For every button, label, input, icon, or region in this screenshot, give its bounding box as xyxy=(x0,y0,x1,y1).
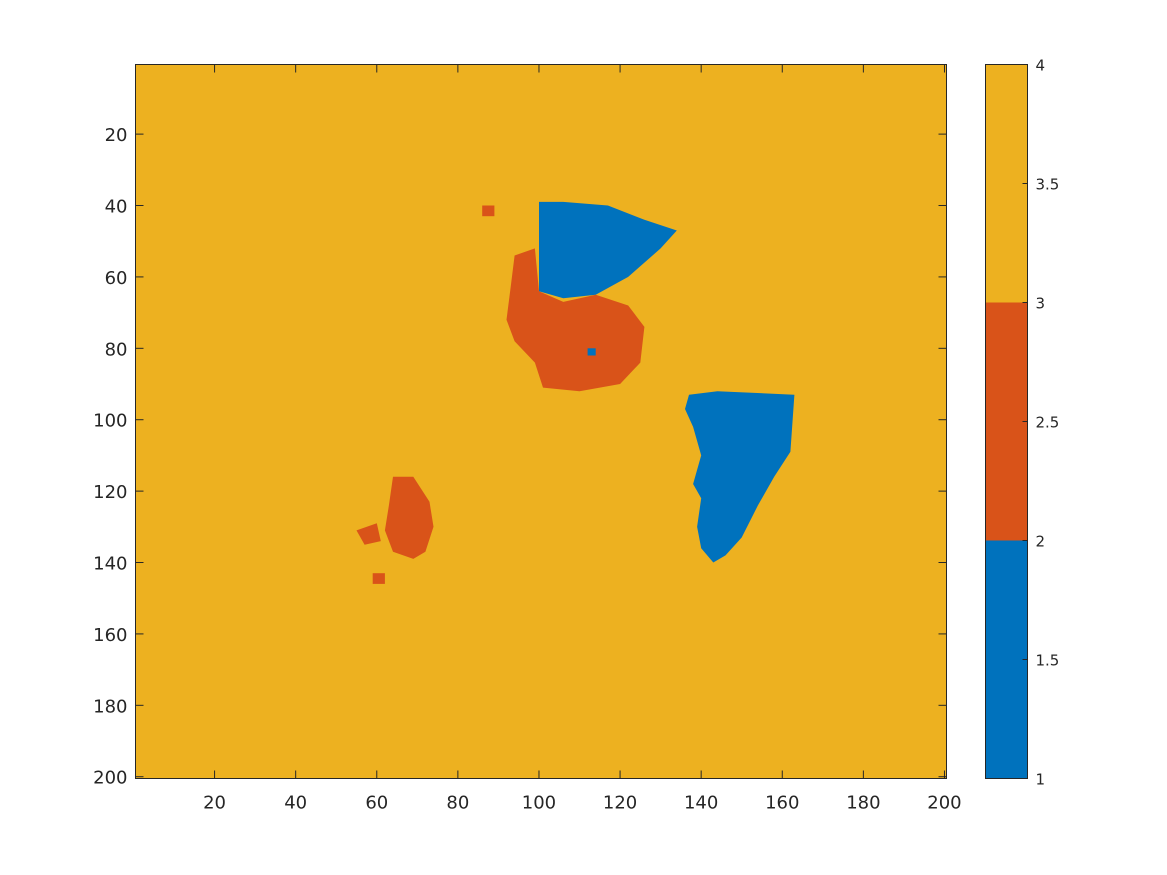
heatmap-region-3 xyxy=(482,205,495,217)
y-tick-label: 80 xyxy=(105,339,128,360)
y-tick-label: 200 xyxy=(93,768,127,789)
x-tick-label: 160 xyxy=(765,793,799,814)
x-tick-label: 200 xyxy=(927,793,961,814)
y-tick-label: 40 xyxy=(105,197,128,218)
x-tick-label: 100 xyxy=(522,793,556,814)
x-tick-label: 180 xyxy=(846,793,880,814)
x-tick-label: 140 xyxy=(684,793,718,814)
y-tick-label: 120 xyxy=(93,482,127,503)
colorbar-ticks: 1 1.5 2 2.5 3 3.5 4 xyxy=(1022,57,1060,789)
heatmap-background xyxy=(135,64,947,779)
heatmap-regions xyxy=(356,201,795,584)
heatmap-region-8 xyxy=(372,573,385,584)
colorbar-tick-label: 1 xyxy=(1036,771,1046,789)
x-tick-label: 40 xyxy=(284,793,307,814)
colorbar-band-1 xyxy=(985,540,1028,779)
colorbar-tick-label: 4 xyxy=(1036,57,1046,75)
x-axis: 20 40 60 80 100 120 140 160 180 200 xyxy=(203,64,962,814)
heatmap-region-6 xyxy=(384,476,434,559)
x-tick-label: 80 xyxy=(446,793,469,814)
colorbar-bands xyxy=(985,64,1028,779)
plot-frame xyxy=(135,64,947,779)
y-tick-label: 60 xyxy=(105,268,128,289)
x-tick-label: 60 xyxy=(365,793,388,814)
colorbar-band-3 xyxy=(985,64,1028,303)
y-tick-label: 180 xyxy=(93,696,127,717)
y-tick-label: 20 xyxy=(105,125,128,146)
heatmap-region-7 xyxy=(356,523,381,545)
colorbar-tick-label: 2 xyxy=(1036,533,1046,551)
heatmap-region-2 xyxy=(506,248,645,392)
heatmap-plot: 20 40 60 80 100 120 140 160 180 200 20 40 60 80 100 12… xyxy=(93,64,962,814)
y-axis: 20 40 60 80 100 120 140 160 180 200 xyxy=(93,125,947,789)
y-tick-label: 160 xyxy=(93,625,127,646)
x-tick-label: 20 xyxy=(203,793,226,814)
colorbar-tick-label: 3 xyxy=(1036,295,1046,313)
heatmap-region-4 xyxy=(587,348,596,356)
colorbar-tick-label: 1.5 xyxy=(1036,652,1060,670)
heatmap-region-5 xyxy=(685,391,795,563)
heatmap-region-1 xyxy=(539,201,677,299)
x-tick-label: 120 xyxy=(603,793,637,814)
y-tick-label: 100 xyxy=(93,411,127,432)
colorbar-tick-label: 2.5 xyxy=(1036,414,1060,432)
y-tick-label: 140 xyxy=(93,554,127,575)
colorbar: 1 1.5 2 2.5 3 3.5 4 xyxy=(985,57,1060,789)
colorbar-tick-label: 3.5 xyxy=(1036,176,1060,194)
colorbar-band-2 xyxy=(985,302,1028,541)
